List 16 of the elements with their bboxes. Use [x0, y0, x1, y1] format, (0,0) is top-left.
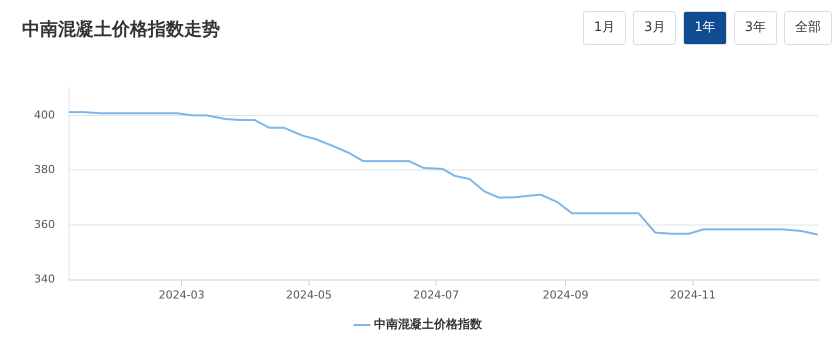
x-tick-label: 2024-03 — [158, 288, 205, 302]
chart-title: 中南混凝土价格指数走势 — [22, 18, 220, 41]
x-tick-label: 2024-05 — [286, 288, 332, 302]
y-tick-label: 380 — [34, 163, 55, 176]
x-tick-label: 2024-07 — [413, 288, 460, 302]
x-tick-label: 2024-09 — [542, 288, 589, 302]
range-button: 3年 — [734, 11, 777, 45]
range-button: 全部 — [784, 11, 832, 45]
y-tick-label: 360 — [34, 218, 55, 231]
y-tick-label: 400 — [34, 108, 55, 122]
y-tick-label: 340 — [34, 272, 55, 286]
x-tick-label: 2024-11 — [670, 288, 716, 302]
range-button: 1年 — [683, 11, 727, 45]
legend-label: 中南混凝土价格指数 — [374, 317, 483, 332]
range-button: 1月 — [582, 11, 626, 45]
range-button: 3月 — [633, 11, 676, 45]
